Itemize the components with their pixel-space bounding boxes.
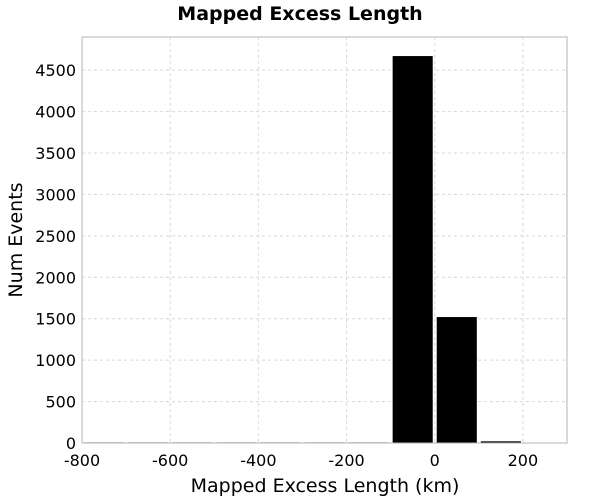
- y-tick-label: 3000: [35, 185, 76, 204]
- histogram-bar: [436, 317, 477, 443]
- x-tick-labels: -800 -600 -400 -200 0 200: [64, 451, 538, 470]
- x-axis-label: Mapped Excess Length (km): [191, 475, 460, 497]
- x-tick-label: -400: [240, 451, 276, 470]
- y-tick-label: 4000: [35, 103, 76, 122]
- x-tick-label: -600: [152, 451, 188, 470]
- x-tick-label: -200: [328, 451, 364, 470]
- y-axis-label: Num Events: [5, 182, 27, 297]
- histogram-bar: [392, 56, 433, 444]
- y-tick-labels: 0 500 1000 1500 2000 2500 3000 3500 4000 4500: [35, 61, 76, 453]
- y-tick-label: 1000: [35, 351, 76, 370]
- chart-title: Mapped Excess Length: [177, 3, 422, 25]
- y-tick-label: 500: [45, 393, 76, 412]
- x-tick-label: 0: [430, 451, 440, 470]
- grid-layer: [81, 37, 567, 444]
- plot-frame: [81, 36, 568, 444]
- x-tick-label: -800: [64, 451, 100, 470]
- y-tick-label: 3500: [35, 144, 76, 163]
- histogram-bar: [480, 441, 521, 443]
- y-tick-label: 2500: [35, 227, 76, 246]
- x-tick-label: 200: [508, 451, 539, 470]
- y-tick-label: 0: [66, 434, 76, 453]
- y-tick-label: 4500: [35, 61, 76, 80]
- bar-layer: [84, 56, 521, 444]
- y-tick-label: 2000: [35, 268, 76, 287]
- y-tick-label: 1500: [35, 310, 76, 329]
